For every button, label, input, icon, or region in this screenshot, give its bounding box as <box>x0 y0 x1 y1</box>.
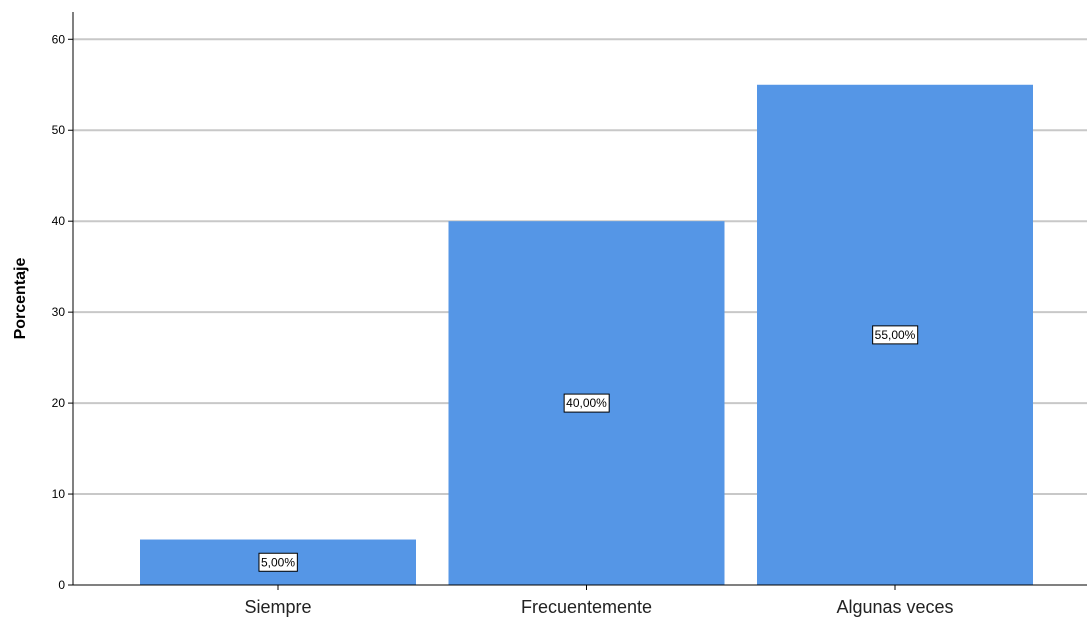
y-tick-label: 0 <box>58 578 65 592</box>
data-label-text: 40,00% <box>566 396 607 410</box>
y-tick-label: 50 <box>52 123 66 137</box>
y-axis-title: Porcentaje <box>12 257 29 339</box>
data-label-text: 5,00% <box>261 555 295 569</box>
x-tick-labels: Siempre Frecuentemente Algunas veces <box>244 585 954 617</box>
y-tick-label: 30 <box>52 305 66 319</box>
x-tick-label: Siempre <box>244 597 311 617</box>
y-tick-label: 40 <box>52 214 66 228</box>
data-label-box <box>258 552 298 572</box>
y-tick-label: 20 <box>52 396 66 410</box>
y-tick-label: 60 <box>52 32 66 46</box>
y-tick-label: 10 <box>52 487 66 501</box>
data-label-box <box>872 325 919 345</box>
data-label: 40,00% <box>563 393 610 413</box>
data-label-text: 55,00% <box>875 328 916 342</box>
x-tick-label: Frecuentemente <box>521 597 652 617</box>
x-tick-label: Algunas veces <box>836 597 953 617</box>
data-label-box <box>563 393 610 413</box>
data-label: 55,00% <box>872 325 919 345</box>
data-labels: 5,00% 40,00% 55,00% <box>258 325 919 572</box>
y-tick-labels: 0 10 20 30 40 50 60 <box>52 32 73 592</box>
data-label: 5,00% <box>258 552 298 572</box>
axes <box>72 12 1087 586</box>
